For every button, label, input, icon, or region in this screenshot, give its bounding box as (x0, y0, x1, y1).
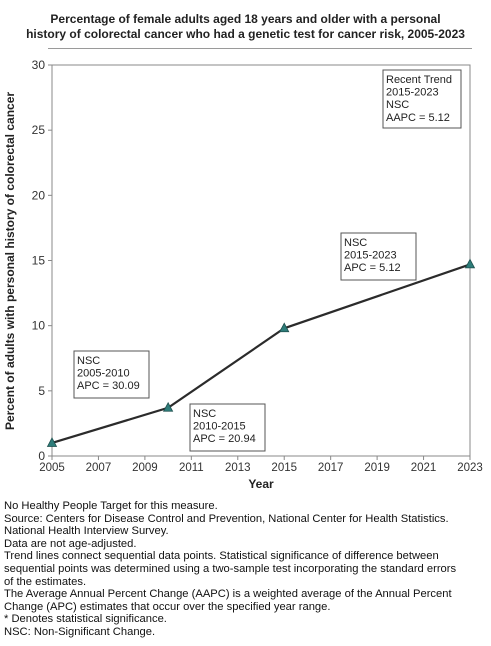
data-point (46, 437, 58, 447)
footnote: of the estimates. (4, 575, 87, 588)
x-tick-label: 2015 (271, 462, 297, 474)
x-tick-label: 2013 (225, 462, 251, 474)
x-tick-label: 2023 (457, 462, 483, 474)
y-tick-label: 30 (32, 58, 46, 72)
footnote: Source: Centers for Disease Control and … (4, 512, 449, 525)
chart-title-line-1: Percentage of female adults aged 18 year… (50, 12, 441, 26)
footnotes: No Healthy People Target for this measur… (4, 500, 490, 639)
y-tick-label: 10 (32, 319, 46, 333)
annotation-text: APC = 5.12 (344, 262, 401, 274)
x-tick-label: 2007 (86, 462, 112, 474)
data-point (464, 258, 476, 269)
x-axis-label: Year (248, 477, 274, 491)
footnote: * Denotes statistical significance. (4, 613, 167, 626)
tick-labels: 0 5 10 15 20 25 30 2005 2007 2009 2011 2013 2015 2017… (32, 58, 483, 474)
footnote: Change (APC) estimates that occur over t… (4, 600, 331, 613)
annotation-frame (189, 403, 266, 452)
footnote: National Health Interview Survey. (4, 525, 169, 538)
footnote: sequential points was determined using a… (4, 562, 457, 575)
footnote: NSC: Non-Significant Change. (4, 625, 156, 638)
chart-title: Percentage of female adults aged 18 year… (0, 12, 491, 42)
annotation-text: NSC (344, 237, 367, 249)
x-tick-label: 2009 (132, 462, 158, 474)
series (46, 258, 476, 447)
x-tick-label: 2021 (411, 462, 437, 474)
annotation-text: NSC (386, 99, 409, 111)
y-tick-label: 25 (32, 123, 46, 137)
chart-title-line-2: history of colorectal cancer who had a g… (26, 27, 465, 41)
annotation-text: NSC (193, 408, 216, 420)
footnote: The Average Annual Percent Change (AAPC)… (4, 588, 452, 601)
annotation-text: 2005-2010 (77, 368, 130, 380)
y-tick-label: 0 (38, 449, 45, 463)
annotation-text: Recent Trend (386, 74, 452, 86)
annotation-frame (382, 69, 462, 129)
annotation-text: APC = 20.94 (193, 433, 256, 445)
line-chart: 0 5 10 15 20 25 30 2005 2007 2009 2011 2013 2015 2017… (3, 58, 483, 491)
annotation-text: APC = 30.09 (77, 380, 140, 392)
annotation-text: 2015-2023 (386, 87, 439, 99)
data-point (162, 401, 174, 412)
x-tick-label: 2005 (39, 462, 65, 474)
footnote: No Healthy People Target for this measur… (4, 500, 218, 512)
annotation-text: 2010-2015 (193, 421, 246, 433)
y-tick-label: 20 (32, 188, 46, 202)
annotation-frame (340, 232, 417, 281)
title-divider (48, 48, 472, 49)
series-line (51, 263, 471, 445)
x-tick-label: 2017 (318, 462, 344, 474)
footnote: Trend lines connect sequential data poin… (4, 550, 439, 563)
x-tick-label: 2019 (364, 462, 390, 474)
data-point (279, 322, 290, 333)
annotation-text: 2015-2023 (344, 250, 397, 262)
y-tick-label: 5 (38, 384, 45, 398)
annotation-frame (73, 350, 150, 399)
annotation-text: AAPC = 5.12 (386, 112, 450, 124)
y-axis-label: Percent of adults with personal history … (3, 92, 17, 430)
y-tick-label: 15 (32, 254, 46, 268)
footnote: Data are not age-adjusted. (4, 537, 137, 550)
x-tick-label: 2011 (179, 462, 204, 474)
annotation-text: NSC (77, 355, 100, 367)
